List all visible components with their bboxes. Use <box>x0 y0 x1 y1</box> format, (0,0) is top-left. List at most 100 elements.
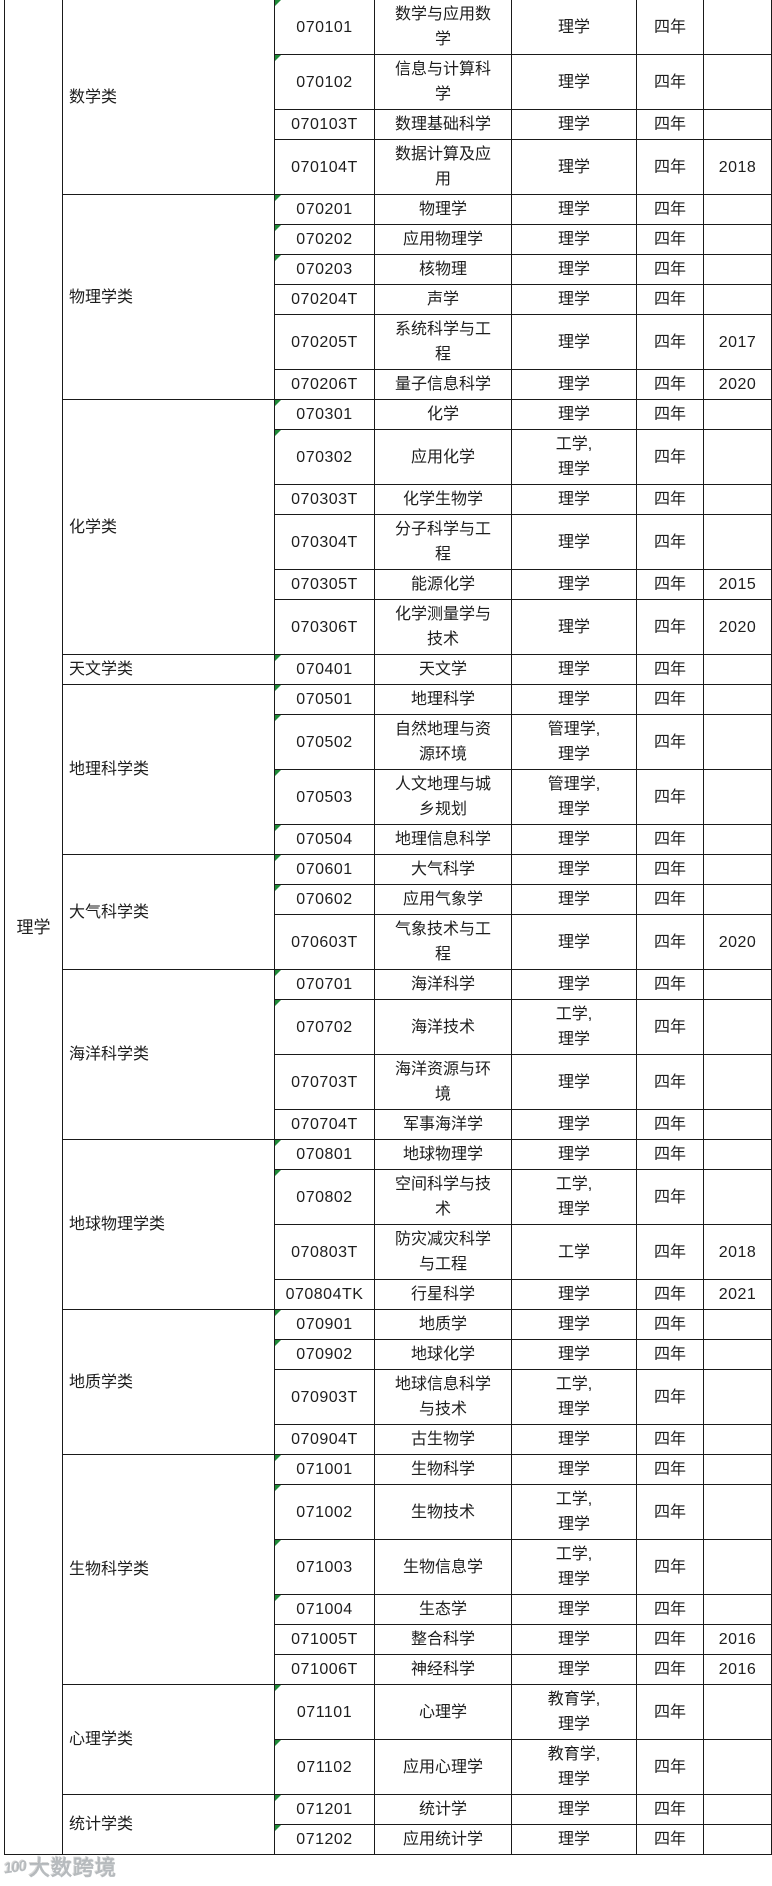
excel-text-flag-icon <box>275 400 281 406</box>
degree-type-cell: 理学 <box>511 1309 637 1340</box>
duration-cell: 四年 <box>636 1594 704 1625</box>
duration-cell: 四年 <box>636 684 704 715</box>
approval-year-cell <box>703 1309 772 1340</box>
major-code-cell: 070104T <box>274 139 375 195</box>
approval-year-cell <box>703 999 772 1055</box>
excel-text-flag-icon <box>275 1455 281 1461</box>
approval-year-cell <box>703 1594 772 1625</box>
major-code-cell: 070401 <box>274 654 375 685</box>
major-code-cell: 070603T <box>274 914 375 970</box>
duration-cell: 四年 <box>636 884 704 915</box>
table-row: 地球物理学类 070801 地球物理学 理学 四年 <box>5 1139 772 1310</box>
duration-cell: 四年 <box>636 194 704 225</box>
approval-year-cell: 2016 <box>703 1654 772 1685</box>
degree-type-cell: 理学 <box>511 1054 637 1110</box>
approval-year-cell <box>703 884 772 915</box>
excel-text-flag-icon <box>275 1795 281 1801</box>
excel-text-flag-icon <box>275 1310 281 1316</box>
degree-type-cell: 理学 <box>511 1454 637 1485</box>
major-code-cell: 070301 <box>274 399 375 430</box>
excel-text-flag-icon <box>275 430 281 436</box>
table-row: 071005T 整合科学 理学 四年 2016 <box>5 1624 772 1655</box>
major-name-cell: 化学生物学 <box>374 484 512 515</box>
major-code-cell: 070901 <box>274 1309 375 1340</box>
table-row: 070503 人文地理与城乡规划 管理学, 理学 四年 <box>5 769 772 825</box>
excel-text-flag-icon <box>275 0 281 6</box>
duration-cell: 四年 <box>636 109 704 140</box>
duration-cell: 四年 <box>636 1309 704 1340</box>
table-row: 070804TK 行星科学 理学 四年 2021 <box>5 1279 772 1310</box>
major-name-cell: 自然地理与资源环境 <box>374 714 512 770</box>
major-code-cell: 070303T <box>274 484 375 515</box>
approval-year-cell <box>703 0 772 55</box>
approval-year-cell <box>703 769 772 825</box>
approval-year-cell <box>703 1684 772 1740</box>
excel-text-flag-icon <box>275 1685 281 1691</box>
duration-cell: 四年 <box>636 1684 704 1740</box>
major-name-cell: 生态学 <box>374 1594 512 1625</box>
major-code-cell: 070602 <box>274 884 375 915</box>
approval-year-cell <box>703 1794 772 1825</box>
table-row: 理学 数学类 070101 数学与应用数学 理学 四年 <box>4 0 772 1855</box>
table-row: 070903T 地球信息科学与技术 工学, 理学 四年 <box>5 1369 772 1425</box>
major-code-cell: 070305T <box>274 569 375 600</box>
approval-year-cell: 2020 <box>703 599 772 655</box>
major-code-cell: 070801 <box>274 1139 375 1170</box>
table-row: 化学类 070301 化学 理学 四年 <box>5 399 772 655</box>
degree-type-cell: 理学 <box>511 314 637 370</box>
duration-cell: 四年 <box>636 429 704 485</box>
table-row: 地质学类 070901 地质学 理学 四年 <box>5 1309 772 1455</box>
table-row: 070303T 化学生物学 理学 四年 <box>5 484 772 515</box>
duration-cell: 四年 <box>636 599 704 655</box>
table-row: 071102 应用心理学 教育学, 理学 四年 <box>5 1739 772 1795</box>
duration-cell: 四年 <box>636 1054 704 1110</box>
excel-text-flag-icon <box>275 1340 281 1346</box>
approval-year-cell <box>703 1054 772 1110</box>
approval-year-cell <box>703 1539 772 1595</box>
degree-type-cell: 理学 <box>511 914 637 970</box>
degree-type-cell: 理学 <box>511 969 637 1000</box>
degree-type-cell: 理学 <box>511 194 637 225</box>
duration-cell: 四年 <box>636 914 704 970</box>
major-name-cell: 神经科学 <box>374 1654 512 1685</box>
table-row: 统计学类 071201 统计学 理学 四年 <box>5 1794 772 1855</box>
degree-type-cell: 理学 <box>511 284 637 315</box>
degree-type-cell: 教育学, 理学 <box>511 1684 637 1740</box>
degree-type-cell: 理学 <box>511 1824 637 1855</box>
major-code-cell: 070206T <box>274 369 375 400</box>
major-name-cell: 数据计算及应用 <box>374 139 512 195</box>
major-name-cell: 应用统计学 <box>374 1824 512 1855</box>
table-row: 070603T 气象技术与工程 理学 四年 2020 <box>5 914 772 970</box>
major-code-cell: 070503 <box>274 769 375 825</box>
approval-year-cell: 2020 <box>703 369 772 400</box>
approval-year-cell: 2021 <box>703 1279 772 1310</box>
approval-year-cell <box>703 194 772 225</box>
major-code-cell: 070304T <box>274 514 375 570</box>
approval-year-cell <box>703 254 772 285</box>
excel-text-flag-icon <box>275 225 281 231</box>
duration-cell: 四年 <box>636 824 704 855</box>
duration-cell: 四年 <box>636 854 704 885</box>
duration-cell: 四年 <box>636 1169 704 1225</box>
degree-type-cell: 理学 <box>511 1339 637 1370</box>
degree-type-cell: 理学 <box>511 684 637 715</box>
major-code-cell: 070201 <box>274 194 375 225</box>
major-code-cell: 070601 <box>274 854 375 885</box>
duration-cell: 四年 <box>636 569 704 600</box>
excel-text-flag-icon <box>275 855 281 861</box>
approval-year-cell <box>703 54 772 110</box>
table-row: 生物科学类 071001 生物科学 理学 四年 <box>5 1454 772 1685</box>
duration-cell: 四年 <box>636 1339 704 1370</box>
table-row: 地理科学类 070501 地理科学 理学 四年 <box>5 684 772 855</box>
major-code-cell: 071003 <box>274 1539 375 1595</box>
table-row: 070602 应用气象学 理学 四年 <box>5 884 772 915</box>
degree-type-cell: 理学 <box>511 484 637 515</box>
major-name-cell: 生物信息学 <box>374 1539 512 1595</box>
major-name-cell: 核物理 <box>374 254 512 285</box>
major-name-cell: 防灾减灾科学与工程 <box>374 1224 512 1280</box>
degree-type-cell: 理学 <box>511 1654 637 1685</box>
duration-cell: 四年 <box>636 1484 704 1540</box>
category-cell: 生物科学类 <box>62 1454 275 1685</box>
duration-cell: 四年 <box>636 0 704 55</box>
major-name-cell: 气象技术与工程 <box>374 914 512 970</box>
